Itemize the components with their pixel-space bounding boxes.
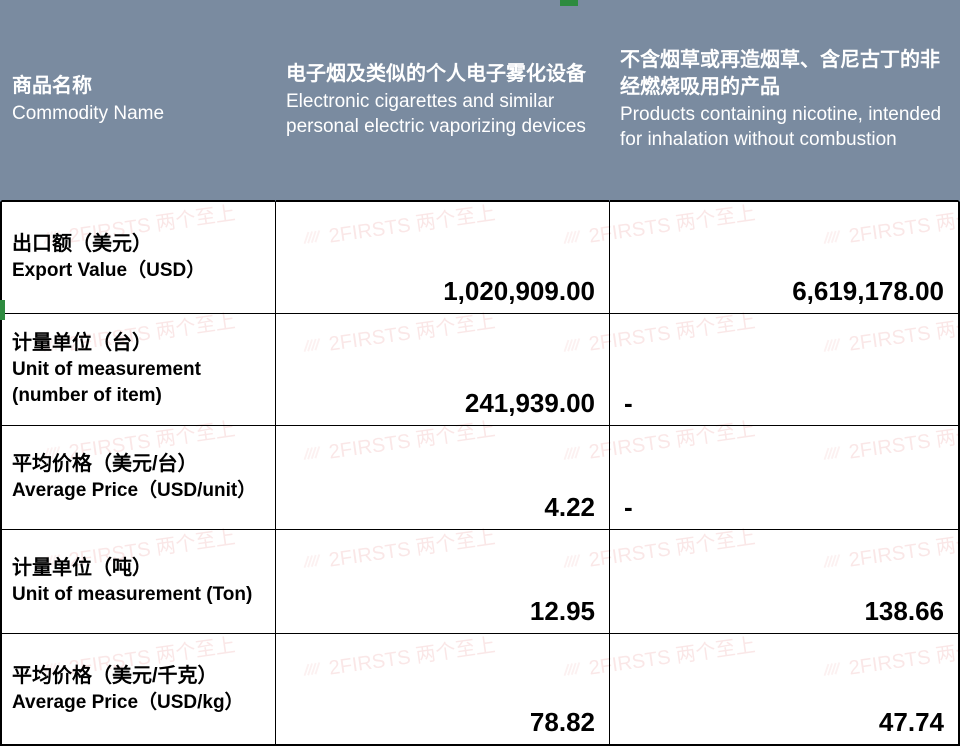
header-col0-en: Commodity Name <box>12 102 265 127</box>
val-export-nicotine: 6,619,178.00 <box>792 276 944 307</box>
cell-unit-count-nicotine: - <box>610 314 960 426</box>
cell-export-value-nicotine: 6,619,178.00 <box>610 202 960 314</box>
header-commodity-name: 商品名称 Commodity Name <box>0 0 276 202</box>
row-label-unit-count: 计量单位（台） Unit of measurement (number of i… <box>0 314 276 426</box>
val-avg-price-unit-nicotine: - <box>624 492 633 523</box>
cell-export-value-ecig: 1,020,909.00 <box>276 202 610 314</box>
cell-avg-price-unit-nicotine: - <box>610 426 960 530</box>
row3-label-cn: 计量单位（吨） <box>12 555 265 582</box>
val-unit-ton-nicotine: 138.66 <box>864 596 944 627</box>
row4-label-cn: 平均价格（美元/千克） <box>12 663 265 690</box>
row0-label-en: Export Value（USD） <box>12 258 265 284</box>
header-col0-cn: 商品名称 <box>12 73 265 100</box>
header-col1-cn: 电子烟及类似的个人电子雾化设备 <box>286 61 599 88</box>
header-col1-en: Electronic cigarettes and similar person… <box>286 90 599 139</box>
header-col2-cn: 不含烟草或再造烟草、含尼古丁的非经燃烧吸用的产品 <box>620 47 948 101</box>
header-ecig: 电子烟及类似的个人电子雾化设备 Electronic cigarettes an… <box>276 0 610 202</box>
cell-unit-ton-nicotine: 138.66 <box>610 530 960 634</box>
cell-unit-count-ecig: 241,939.00 <box>276 314 610 426</box>
row2-label-cn: 平均价格（美元/台） <box>12 451 265 478</box>
data-table: 商品名称 Commodity Name 电子烟及类似的个人电子雾化设备 Elec… <box>0 0 960 746</box>
row1-label-cn: 计量单位（台） <box>12 330 265 357</box>
row1-label-en: Unit of measurement (number of item) <box>12 357 265 408</box>
val-unit-ton-ecig: 12.95 <box>530 596 595 627</box>
header-nicotine-products: 不含烟草或再造烟草、含尼古丁的非经燃烧吸用的产品 Products contai… <box>610 0 960 202</box>
cell-avg-price-kg-nicotine: 47.74 <box>610 634 960 746</box>
accent-top-mark <box>560 0 578 6</box>
row3-label-en: Unit of measurement (Ton) <box>12 582 265 608</box>
row0-label-cn: 出口额（美元） <box>12 231 265 258</box>
row4-label-en: Average Price（USD/kg） <box>12 690 265 716</box>
val-unit-count-nicotine: - <box>624 388 633 419</box>
accent-left-mark <box>0 300 5 320</box>
header-col2-en: Products containing nicotine, intended f… <box>620 103 948 152</box>
val-export-ecig: 1,020,909.00 <box>443 276 595 307</box>
cell-avg-price-kg-ecig: 78.82 <box>276 634 610 746</box>
val-avg-price-kg-nicotine: 47.74 <box>879 707 944 738</box>
val-avg-price-unit-ecig: 4.22 <box>544 492 595 523</box>
row-label-avg-price-unit: 平均价格（美元/台） Average Price（USD/unit） <box>0 426 276 530</box>
cell-avg-price-unit-ecig: 4.22 <box>276 426 610 530</box>
cell-unit-ton-ecig: 12.95 <box>276 530 610 634</box>
row2-label-en: Average Price（USD/unit） <box>12 478 265 504</box>
row-label-unit-ton: 计量单位（吨） Unit of measurement (Ton) <box>0 530 276 634</box>
row-label-export-value: 出口额（美元） Export Value（USD） <box>0 202 276 314</box>
row-label-avg-price-kg: 平均价格（美元/千克） Average Price（USD/kg） <box>0 634 276 746</box>
val-avg-price-kg-ecig: 78.82 <box>530 707 595 738</box>
val-unit-count-ecig: 241,939.00 <box>465 388 595 419</box>
